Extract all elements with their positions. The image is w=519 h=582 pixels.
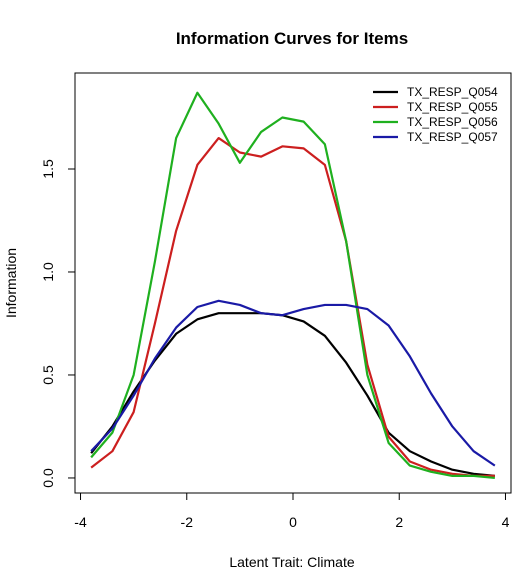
y-tick-label: 0.0 [40, 468, 56, 488]
legend-label: TX_RESP_Q056 [407, 115, 498, 129]
y-axis-label: Information [3, 248, 19, 318]
legend-label: TX_RESP_Q055 [407, 100, 498, 114]
series-line [90, 299, 496, 467]
x-tick-label: -4 [74, 514, 87, 530]
y-tick-label: 1.5 [40, 159, 56, 179]
x-tick-label: 4 [502, 514, 510, 530]
series-line [90, 312, 495, 477]
x-tick-label: 0 [289, 514, 297, 530]
legend-label: TX_RESP_Q057 [407, 130, 498, 144]
chart-title: Information Curves for Items [176, 29, 408, 48]
y-tick-label: 0.5 [40, 365, 56, 385]
x-axis-label: Latent Trait: Climate [229, 554, 354, 570]
legend-label: TX_RESP_Q054 [407, 85, 498, 99]
y-tick-label: 1.0 [40, 262, 56, 282]
x-tick-label: 2 [395, 514, 403, 530]
series-line [90, 91, 495, 480]
series-line [90, 136, 495, 478]
x-tick-label: -2 [181, 514, 194, 530]
